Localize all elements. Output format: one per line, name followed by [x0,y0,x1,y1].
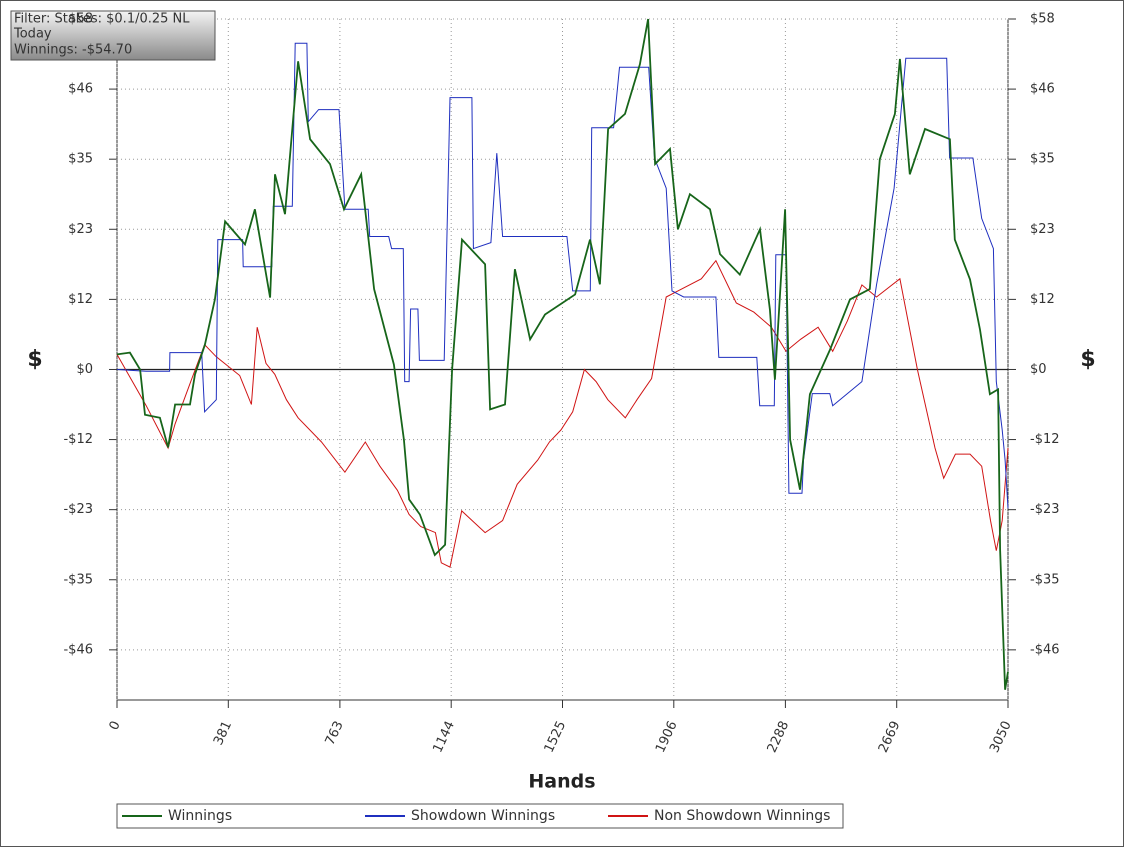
y-tick-label: $35 [68,152,93,167]
y-tick-label: $23 [68,222,93,237]
y2-tick-label: $0 [1030,362,1047,377]
y2-tick-label: $58 [1030,12,1055,27]
y2-tick-label: -$23 [1030,502,1060,517]
legend [116,803,844,829]
y-axis-title: $ [27,347,42,372]
y-tick-label: -$35 [63,572,93,587]
y2-tick-label: -$12 [1030,432,1060,447]
y-tick-label: -$23 [63,502,93,517]
y2-tick-label: $46 [1030,82,1055,97]
y-tick-label: $12 [68,292,93,307]
y-tick-label: $46 [68,82,93,97]
series-line [116,18,1009,690]
x-axis-title: Hands [528,771,595,793]
legend-label: Non Showdown Winnings [654,808,830,824]
legend-label: Winnings [168,808,232,824]
y-tick-label: -$46 [63,642,93,657]
y-tick-label: $58 [68,12,93,27]
y2-tick-label: -$35 [1030,572,1060,587]
y2-axis-title: $ [1080,347,1095,372]
y-tick-label: $0 [76,362,93,377]
winnings-text: Winnings: -$54.70 [14,43,132,58]
y2-tick-label: $35 [1030,152,1055,167]
y-tick-label: -$12 [63,432,93,447]
series-line [116,259,1009,568]
y2-tick-label: $23 [1030,222,1055,237]
series-line [116,42,1009,509]
y2-tick-label: $12 [1030,292,1055,307]
y2-tick-label: -$46 [1030,642,1060,657]
filter-box: Filter: Stakes: $0.1/0.25 NL Today Winni… [10,10,216,61]
filter-text: Filter: Stakes: $0.1/0.25 NL [14,12,190,27]
legend-label: Showdown Winnings [411,808,555,824]
filter-background [10,10,216,61]
period-text: Today [13,27,52,42]
plot-area [109,18,1016,708]
